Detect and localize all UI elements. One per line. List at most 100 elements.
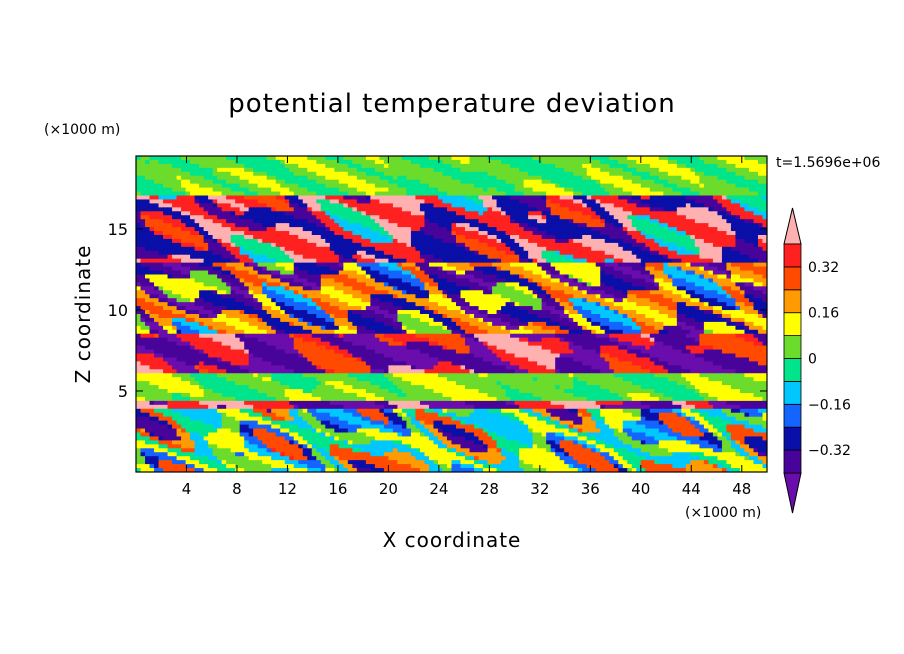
contour-cell <box>749 243 754 248</box>
contour-cell <box>321 211 326 216</box>
contour-cell <box>303 255 308 260</box>
contour-cell <box>249 278 254 283</box>
contour-cell <box>438 184 443 189</box>
contour-cell <box>731 160 736 165</box>
contour-cell <box>217 255 222 260</box>
contour-cell <box>735 282 740 287</box>
contour-cell <box>749 211 754 216</box>
contour-cell <box>222 160 227 165</box>
contour-cell <box>136 223 141 228</box>
contour-cell <box>510 231 515 236</box>
contour-cell <box>456 211 461 216</box>
contour-cell <box>267 164 272 169</box>
contour-cell <box>177 176 182 181</box>
contour-cell <box>154 164 159 169</box>
contour-cell <box>632 164 637 169</box>
contour-cell <box>519 251 524 256</box>
contour-cell <box>470 259 475 264</box>
contour-cell <box>713 263 718 268</box>
contour-cell <box>452 275 457 280</box>
contour-cell <box>168 203 173 208</box>
contour-cell <box>528 239 533 244</box>
contour-cell <box>136 267 141 272</box>
contour-cell <box>145 286 150 291</box>
contour-cell <box>294 184 299 189</box>
contour-cell <box>614 231 619 236</box>
contour-cell <box>744 215 749 220</box>
contour-cell <box>546 172 551 177</box>
contour-cell <box>343 160 348 165</box>
contour-cell <box>686 160 691 165</box>
contour-cell <box>406 263 411 268</box>
contour-cell <box>740 243 745 248</box>
contour-cell <box>253 227 258 232</box>
contour-cell <box>618 235 623 240</box>
contour-cell <box>587 290 592 295</box>
contour-cell <box>343 164 348 169</box>
contour-cell <box>199 207 204 212</box>
contour-cell <box>744 156 749 161</box>
contour-cell <box>276 286 281 291</box>
contour-cell <box>357 239 362 244</box>
contour-cell <box>564 219 569 224</box>
contour-cell <box>515 223 520 228</box>
contour-cell <box>695 263 700 268</box>
contour-cell <box>433 267 438 272</box>
contour-cell <box>163 231 168 236</box>
contour-cell <box>195 184 200 189</box>
contour-cell <box>325 231 330 236</box>
contour-cell <box>672 290 677 295</box>
contour-cell <box>731 231 736 236</box>
contour-cell <box>411 294 416 299</box>
contour-cell <box>145 196 150 201</box>
contour-cell <box>321 275 326 280</box>
contour-cell <box>334 227 339 232</box>
contour-cell <box>533 223 538 228</box>
contour-cell <box>168 156 173 161</box>
contour-cell <box>591 172 596 177</box>
contour-cell <box>618 188 623 193</box>
contour-cell <box>280 278 285 283</box>
contour-cell <box>141 247 146 252</box>
contour-cell <box>312 294 317 299</box>
contour-cell <box>186 211 191 216</box>
contour-cell <box>136 168 141 173</box>
contour-cell <box>483 290 488 295</box>
contour-cell <box>348 255 353 260</box>
contour-cell <box>357 282 362 287</box>
contour-cell <box>582 251 587 256</box>
contour-cell <box>668 203 673 208</box>
contour-cell <box>190 263 195 268</box>
contour-cell <box>244 255 249 260</box>
contour-cell <box>578 251 583 256</box>
contour-cell <box>663 286 668 291</box>
contour-cell <box>438 294 443 299</box>
contour-cell <box>578 247 583 252</box>
contour-cell <box>384 271 389 276</box>
contour-cell <box>677 211 682 216</box>
contour-cell <box>596 259 601 264</box>
contour-cell <box>510 172 515 177</box>
contour-cell <box>591 263 596 268</box>
contour-cell <box>361 251 366 256</box>
contour-cell <box>483 188 488 193</box>
contour-cell <box>402 160 407 165</box>
contour-cell <box>339 196 344 201</box>
contour-cell <box>235 282 240 287</box>
contour-cell <box>596 271 601 276</box>
contour-cell <box>618 282 623 287</box>
contour-cell <box>348 286 353 291</box>
contour-cell <box>758 263 763 268</box>
contour-cell <box>492 282 497 287</box>
contour-cell <box>542 207 547 212</box>
contour-cell <box>681 192 686 197</box>
contour-cell <box>204 188 209 193</box>
contour-cell <box>370 164 375 169</box>
contour-cell <box>334 172 339 177</box>
contour-cell <box>542 196 547 201</box>
contour-cell <box>280 231 285 236</box>
contour-cell <box>325 219 330 224</box>
contour-cell <box>668 188 673 193</box>
contour-cell <box>375 247 380 252</box>
contour-cell <box>492 176 497 181</box>
